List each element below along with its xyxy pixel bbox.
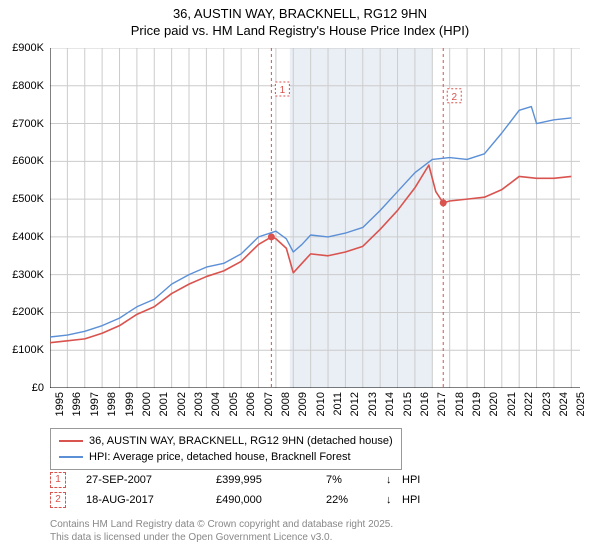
x-tick-label: 2010 <box>315 392 327 416</box>
x-tick-label: 2019 <box>471 392 483 416</box>
y-tick-label: £100K <box>0 344 44 356</box>
y-tick-label: £600K <box>0 155 44 167</box>
x-tick-label: 2011 <box>332 392 344 416</box>
legend-item-property: 36, AUSTIN WAY, BRACKNELL, RG12 9HN (det… <box>59 433 393 449</box>
x-tick-label: 2024 <box>558 392 570 416</box>
y-tick-label: £500K <box>0 193 44 205</box>
sale-price-2: £490,000 <box>216 494 326 506</box>
x-tick-label: 2013 <box>367 392 379 416</box>
x-tick-label: 2020 <box>488 392 500 416</box>
footer-line1: Contains HM Land Registry data © Crown c… <box>50 518 393 531</box>
footer-line2: This data is licensed under the Open Gov… <box>50 531 393 544</box>
x-tick-label: 2017 <box>436 392 448 416</box>
sale-marker-2: 2 <box>50 492 66 508</box>
footer: Contains HM Land Registry data © Crown c… <box>50 518 393 544</box>
down-arrow-icon: ↓ <box>386 474 402 486</box>
sale-date-1: 27-SEP-2007 <box>86 474 216 486</box>
x-tick-label: 2008 <box>280 392 292 416</box>
x-tick-label: 2003 <box>193 392 205 416</box>
legend: 36, AUSTIN WAY, BRACKNELL, RG12 9HN (det… <box>50 428 402 470</box>
x-tick-label: 2014 <box>384 392 396 416</box>
title-block: 36, AUSTIN WAY, BRACKNELL, RG12 9HN Pric… <box>0 0 600 38</box>
svg-text:2: 2 <box>451 92 457 103</box>
sale-pct-1: 7% <box>326 474 386 486</box>
x-tick-label: 2016 <box>419 392 431 416</box>
x-tick-label: 1996 <box>71 392 83 416</box>
x-tick-label: 2023 <box>541 392 553 416</box>
y-tick-label: £200K <box>0 306 44 318</box>
title-address: 36, AUSTIN WAY, BRACKNELL, RG12 9HN <box>0 6 600 21</box>
sale-row-1: 1 27-SEP-2007 £399,995 7% ↓ HPI <box>50 470 420 490</box>
x-tick-label: 1997 <box>89 392 101 416</box>
legend-label-property: 36, AUSTIN WAY, BRACKNELL, RG12 9HN (det… <box>89 433 393 449</box>
legend-swatch-hpi <box>59 456 83 458</box>
x-tick-label: 2025 <box>575 392 587 416</box>
sale-suffix-2: HPI <box>402 494 420 506</box>
down-arrow-icon: ↓ <box>386 494 402 506</box>
sale-pct-2: 22% <box>326 494 386 506</box>
sale-date-2: 18-AUG-2017 <box>86 494 216 506</box>
x-tick-label: 1999 <box>124 392 136 416</box>
sale-suffix-1: HPI <box>402 474 420 486</box>
legend-swatch-property <box>59 440 83 442</box>
legend-item-hpi: HPI: Average price, detached house, Brac… <box>59 449 393 465</box>
x-tick-label: 2004 <box>210 392 222 416</box>
title-subtitle: Price paid vs. HM Land Registry's House … <box>0 23 600 38</box>
x-tick-label: 2006 <box>245 392 257 416</box>
chart-area: 12 £0£100K£200K£300K£400K£500K£600K£700K… <box>50 48 580 388</box>
y-tick-label: £400K <box>0 231 44 243</box>
x-tick-label: 2022 <box>523 392 535 416</box>
x-tick-label: 2009 <box>297 392 309 416</box>
sales-table: 1 27-SEP-2007 £399,995 7% ↓ HPI 2 18-AUG… <box>50 470 420 510</box>
x-tick-label: 2005 <box>228 392 240 416</box>
x-tick-label: 1995 <box>54 392 66 416</box>
sale-price-1: £399,995 <box>216 474 326 486</box>
x-tick-label: 2002 <box>176 392 188 416</box>
sale-marker-1: 1 <box>50 472 66 488</box>
x-tick-label: 2018 <box>454 392 466 416</box>
sale-row-2: 2 18-AUG-2017 £490,000 22% ↓ HPI <box>50 490 420 510</box>
y-tick-label: £900K <box>0 42 44 54</box>
svg-text:1: 1 <box>280 85 286 96</box>
legend-label-hpi: HPI: Average price, detached house, Brac… <box>89 449 351 465</box>
chart-container: 36, AUSTIN WAY, BRACKNELL, RG12 9HN Pric… <box>0 0 600 560</box>
x-tick-label: 2021 <box>506 392 518 416</box>
y-tick-label: £0 <box>0 382 44 394</box>
x-tick-label: 1998 <box>106 392 118 416</box>
x-tick-label: 2012 <box>349 392 361 416</box>
x-tick-label: 2000 <box>141 392 153 416</box>
y-tick-label: £700K <box>0 118 44 130</box>
y-tick-label: £300K <box>0 269 44 281</box>
x-tick-label: 2001 <box>158 392 170 416</box>
line-chart: 12 <box>50 48 580 388</box>
y-tick-label: £800K <box>0 80 44 92</box>
x-tick-label: 2015 <box>402 392 414 416</box>
x-tick-label: 2007 <box>263 392 275 416</box>
